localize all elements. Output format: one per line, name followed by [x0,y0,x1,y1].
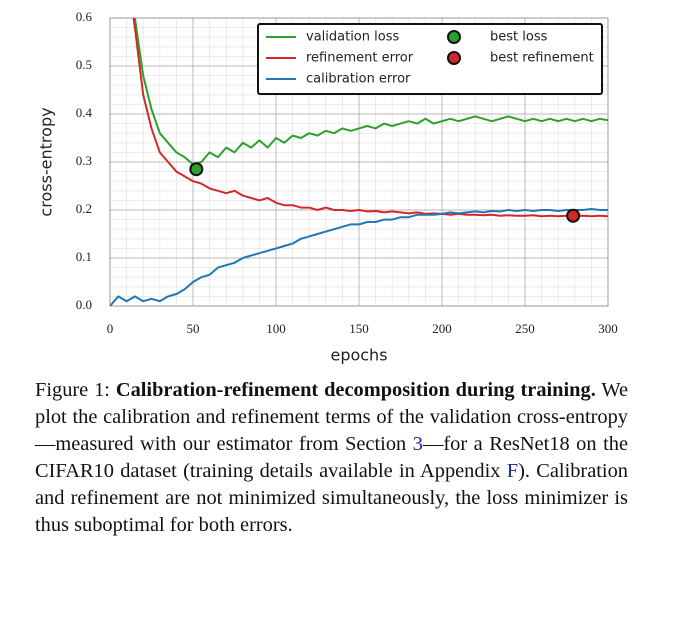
caption-text: ). Calibration and refinement are not mi… [35,460,628,536]
caption-title: Calibration-refinement decomposition dur… [115,379,596,401]
chart: cross-entropy epochs 0 50 100 150 200 250 300 0… [37,9,618,365]
legend-label: validation loss [306,30,399,45]
best-marker [189,162,204,177]
caption: Figure 1: Calibration-refinement decompo… [35,377,628,539]
y-tick-label: 0.1 [76,249,92,264]
x-axis-label: epochs [330,346,387,365]
x-tick-label: 50 [187,321,200,336]
y-tick-label: 0.0 [76,297,92,312]
legend-box [257,23,603,95]
x-tick-label: 0 [107,321,114,336]
y-tick-label: 0.3 [76,153,92,168]
legend-swatch [447,51,461,65]
section-link[interactable]: 3 [412,433,423,455]
x-tick-label: 150 [349,321,369,336]
best-marker [566,208,581,223]
x-tick-label: 200 [432,321,452,336]
line-series [110,208,608,306]
x-tick-label: 250 [515,321,535,336]
caption-label: Figure 1: [35,379,110,401]
legend-label: refinement error [306,51,414,66]
x-tick-label: 100 [266,321,286,336]
y-tick-label: 0.2 [76,201,92,216]
caption-text: We plot the calibration and refinement t… [35,379,628,455]
x-tick-label: 300 [598,321,618,336]
legend-label: best refinement [490,51,594,66]
caption-text: —for a ResNet18 on the CIFAR10 dataset (… [35,433,628,482]
legend-swatch [447,30,461,44]
appendix-link[interactable]: F [506,460,519,482]
line-series [132,18,608,218]
y-tick-label: 0.4 [76,105,93,120]
plot-frame [109,17,609,307]
y-tick-label: 0.5 [76,57,92,72]
y-tick-label: 0.6 [76,9,93,24]
legend-label: calibration error [306,72,411,87]
legend-label: best loss [490,30,548,45]
y-axis-label: cross-entropy [37,107,56,216]
